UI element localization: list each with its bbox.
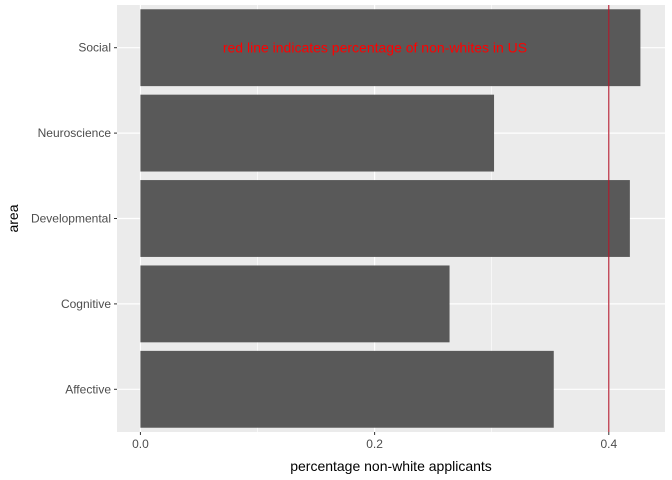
bar-cognitive	[140, 265, 450, 343]
annotation-text: red line indicates percentage of non-whi…	[223, 40, 527, 56]
bar-developmental	[140, 180, 630, 257]
bar-social	[140, 9, 641, 87]
y-tick-label: Cognitive	[61, 297, 111, 311]
x-tick-label: 0.4	[600, 437, 617, 451]
x-axis: 0.0 0.2 0.4	[132, 432, 617, 451]
y-tick-label: Social	[78, 41, 111, 55]
bars	[140, 9, 641, 428]
x-tick-label: 0.0	[132, 437, 149, 451]
bar-affective	[140, 350, 554, 428]
bar-neuroscience	[140, 94, 495, 172]
x-axis-title: percentage non-white applicants	[290, 458, 492, 474]
y-tick-label: Affective	[65, 382, 111, 396]
y-axis-title: area	[5, 204, 21, 232]
y-tick-label: Neuroscience	[38, 126, 112, 140]
x-tick-label: 0.2	[366, 437, 383, 451]
y-axis: Affective Cognitive Developmental Neuroscie…	[31, 41, 117, 396]
y-tick-label: Developmental	[31, 212, 111, 226]
